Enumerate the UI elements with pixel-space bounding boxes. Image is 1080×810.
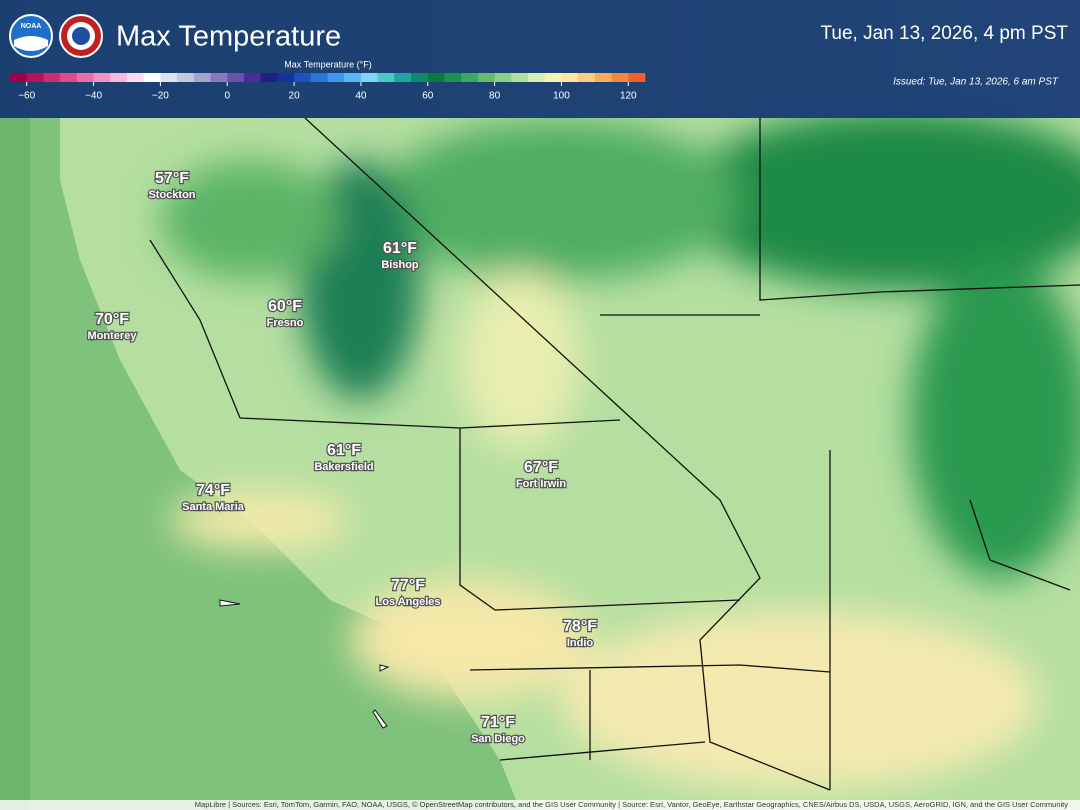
city-temp: 78°F <box>563 618 597 635</box>
city-name: Bishop <box>381 259 419 271</box>
title: Max Temperature <box>116 21 341 53</box>
legend-swatch <box>528 73 546 82</box>
city-name: Los Angeles <box>376 596 441 608</box>
legend-title: Max Temperature (°F) <box>284 59 371 69</box>
city-name: Stockton <box>148 189 195 201</box>
legend-swatch <box>394 73 412 82</box>
city-name: San Diego <box>471 733 525 745</box>
legend-tick-label: 0 <box>224 91 230 102</box>
city-temp: 61°F <box>327 442 361 459</box>
legend-swatch <box>594 73 612 82</box>
legend-swatch <box>411 73 429 82</box>
legend-tick-label: 40 <box>355 91 367 102</box>
city-temp: 57°F <box>155 170 189 187</box>
legend-swatch <box>344 73 362 82</box>
legend-swatch <box>427 73 445 82</box>
header-band <box>0 0 1080 118</box>
legend-swatch <box>210 73 228 82</box>
legend-swatch <box>277 73 295 82</box>
legend-swatch <box>494 73 512 82</box>
legend-swatch <box>578 73 596 82</box>
logo-text: NOAA <box>21 23 42 30</box>
legend-swatch <box>260 73 278 82</box>
legend-swatch <box>76 73 94 82</box>
legend-swatch <box>461 73 479 82</box>
legend-tick-label: −20 <box>152 91 169 102</box>
legend-swatch <box>93 73 111 82</box>
legend-swatch <box>611 73 629 82</box>
city-name: Fresno <box>267 317 304 329</box>
legend-swatch <box>177 73 195 82</box>
legend-swatch <box>310 73 328 82</box>
legend-swatch <box>477 73 495 82</box>
city-name: Bakersfield <box>314 461 373 473</box>
legend-swatch <box>143 73 161 82</box>
legend-tick-label: −60 <box>18 91 35 102</box>
city-temp: 61°F <box>383 240 417 257</box>
legend-swatch <box>360 73 378 82</box>
legend-swatch <box>544 73 562 82</box>
legend-swatch <box>10 73 28 82</box>
legend-swatch <box>327 73 345 82</box>
legend-swatch <box>243 73 261 82</box>
logos: NOAA <box>9 14 103 58</box>
city-name: Fort Irwin <box>516 478 566 490</box>
legend-tick-label: 100 <box>553 91 570 102</box>
legend-swatch <box>294 73 312 82</box>
legend-swatch <box>377 73 395 82</box>
legend-swatch <box>60 73 78 82</box>
legend-swatch <box>160 73 178 82</box>
legend-swatch <box>126 73 144 82</box>
city-temp: 77°F <box>391 577 425 594</box>
issued: Issued: Tue, Jan 13, 2026, 6 am PST <box>893 77 1059 88</box>
legend-swatch <box>227 73 245 82</box>
legend-tick-label: 20 <box>289 91 301 102</box>
city-temp: 70°F <box>95 311 129 328</box>
legend-swatch <box>193 73 211 82</box>
city-name: Indio <box>567 637 594 649</box>
valid-time: Tue, Jan 13, 2026, 4 pm PST <box>821 23 1069 44</box>
legend-swatch <box>110 73 128 82</box>
attribution-bg <box>0 800 1080 810</box>
legend-tick-label: −40 <box>85 91 102 102</box>
legend-swatch <box>43 73 61 82</box>
legend-tick-label: 60 <box>422 91 434 102</box>
legend-tick-label: 80 <box>489 91 501 102</box>
legend-swatch <box>511 73 529 82</box>
legend-swatch <box>628 73 646 82</box>
legend-swatch <box>444 73 462 82</box>
legend-tick-label: 120 <box>620 91 637 102</box>
city-temp: 67°F <box>524 459 558 476</box>
legend-swatch <box>26 73 44 82</box>
city-temp: 71°F <box>481 714 515 731</box>
attribution: MapLibre | Sources: Esri, TomTom, Garmin… <box>195 800 1068 809</box>
city-name: Santa Maria <box>182 501 245 513</box>
city-temp: 60°F <box>268 298 302 315</box>
city-temp: 74°F <box>196 482 230 499</box>
legend-swatch <box>561 73 579 82</box>
city-name: Monterey <box>88 330 138 342</box>
